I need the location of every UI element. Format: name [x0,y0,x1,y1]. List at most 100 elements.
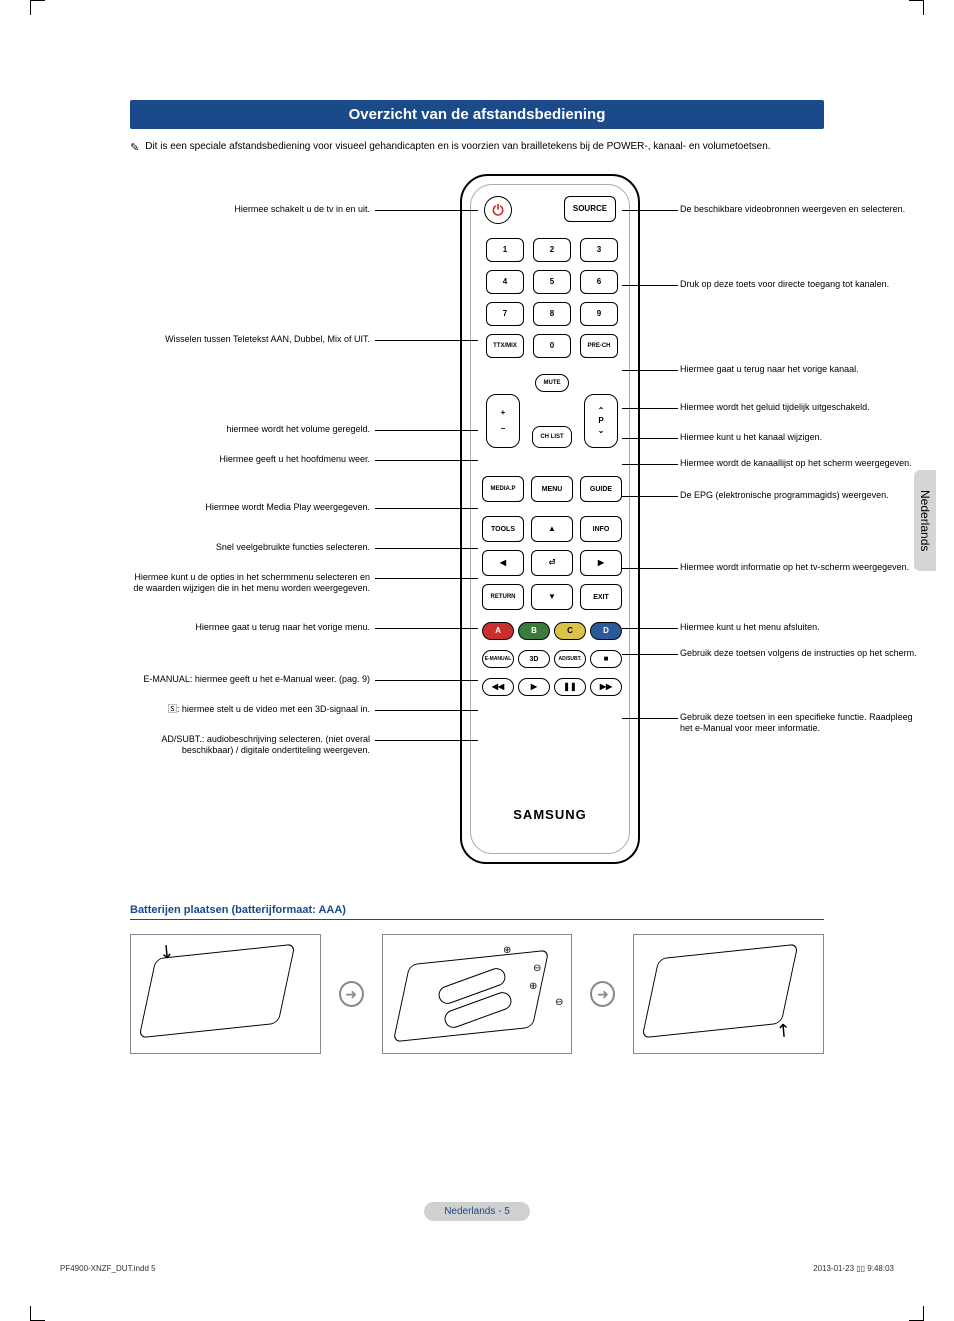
return-button[interactable]: RETURN [482,584,524,610]
print-timestamp: 2013-01-23 ▯▯ 9:48:03 [813,1264,894,1273]
num-4[interactable]: 4 [486,270,524,294]
tools-button[interactable]: TOOLS [482,516,524,542]
leader-line [375,460,478,461]
emanual-button[interactable]: E-MANUAL [482,650,514,668]
num-8[interactable]: 8 [533,302,571,326]
leader-line [375,340,478,341]
callout-left: AD/SUBT.: audiobeschrijving selecteren. … [130,734,370,757]
intro-note: ✎ Dit is een speciale afstandsbediening … [130,141,824,154]
info-button[interactable]: INFO [580,516,622,542]
remote-diagram: Hiermee schakelt u de tv in en uit. Wisse… [130,174,824,874]
callout-left: hiermee wordt het volume geregeld. [130,424,370,435]
mute-button[interactable]: MUTE [535,374,569,392]
ffwd-button[interactable]: ▶▶ [590,678,622,696]
rewind-button[interactable]: ◀◀ [482,678,514,696]
battery-step-2: ⊕ ⊖ ⊕ ⊖ [382,934,573,1054]
section-title: Overzicht van de afstandsbediening [130,100,824,129]
page-footer: Nederlands - 5 [0,1202,954,1221]
vol-down-icon: − [501,425,506,433]
language-side-tab: Nederlands [914,470,936,571]
leader-line [375,548,478,549]
source-button[interactable]: SOURCE [564,196,616,222]
vol-up-icon: + [501,409,506,417]
color-b-button[interactable]: B [518,622,550,640]
num-3[interactable]: 3 [580,238,618,262]
battery-title: Batterijen plaatsen (batterijformaat: AA… [130,904,824,920]
nav-right[interactable]: ▶ [580,550,622,576]
stop-button[interactable]: ■ [590,650,622,668]
color-d-button[interactable]: D [590,622,622,640]
power-button[interactable]: ⏻ [484,196,512,224]
leader-line [375,628,478,629]
minus-icon: ⊖ [533,963,541,974]
step-arrow-icon: ➜ [590,981,615,1007]
num-7[interactable]: 7 [486,302,524,326]
color-c-button[interactable]: C [554,622,586,640]
guide-button[interactable]: GUIDE [580,476,622,502]
num-0[interactable]: 0 [533,334,571,358]
brand-logo: SAMSUNG [462,807,638,822]
num-2[interactable]: 2 [533,238,571,262]
menu-button[interactable]: MENU [531,476,573,502]
leader-line [622,210,678,211]
callout-left: Hiermee kunt u de opties in het schermme… [130,572,370,595]
leader-line [375,680,478,681]
page-number-chip: Nederlands - 5 [424,1202,530,1221]
num-1[interactable]: 1 [486,238,524,262]
step-arrow-icon: ➜ [339,981,364,1007]
ch-down-icon: ⌄ [598,427,605,435]
pause-button[interactable]: ❚❚ [554,678,586,696]
nav-enter[interactable]: ⏎ [531,550,573,576]
plus-icon: ⊕ [503,945,511,956]
callout-left: Hiermee gaat u terug naar het vorige men… [130,622,370,633]
leader-line [622,370,678,371]
leader-line [622,285,678,286]
adsubt-button[interactable]: AD/SUBT. [554,650,586,668]
callout-right: De EPG (elektronische programmagids) wee… [680,490,920,501]
leader-line [622,408,678,409]
callout-right: Gebruik deze toetsen in een specifieke f… [680,712,920,735]
leader-line [375,740,478,741]
note-icon: ✎ [130,141,139,154]
indd-filename: PF4900-XNZF_DUT.indd 5 [60,1264,156,1273]
mediap-button[interactable]: MEDIA.P [482,476,524,502]
callout-left: Hiermee schakelt u de tv in en uit. [130,204,370,215]
leader-line [375,710,478,711]
callout-right: Hiermee wordt de kanaallijst op het sche… [680,458,920,469]
ttxmix-button[interactable]: TTX/MIX [486,334,524,358]
callout-left: Wisselen tussen Teletekst AAN, Dubbel, M… [130,334,370,345]
chlist-button[interactable]: CH LIST [532,426,572,448]
callout-right: Hiermee kunt u het menu afsluiten. [680,622,920,633]
num-6[interactable]: 6 [580,270,618,294]
leader-line [622,496,678,497]
callout-left: 🅂: hiermee stelt u de video met een 3D-s… [130,704,370,715]
prech-button[interactable]: PRE-CH [580,334,618,358]
ch-p-label: P [598,417,603,425]
ch-up-icon: ⌃ [598,407,605,415]
num-9[interactable]: 9 [580,302,618,326]
callout-left: Snel veelgebruikte functies selecteren. [130,542,370,553]
color-a-button[interactable]: A [482,622,514,640]
leader-line [375,578,478,579]
nav-up[interactable]: ▲ [531,516,573,542]
leader-line [622,628,678,629]
leader-line [375,508,478,509]
leader-line [622,438,678,439]
exit-button[interactable]: EXIT [580,584,622,610]
plus-icon: ⊕ [529,981,537,992]
callout-right: Hiermee wordt informatie op het tv-scher… [680,562,920,573]
remote-outline: ⏻ SOURCE 1 2 3 4 5 6 7 8 9 TTX/MIX 0 PRE… [460,174,640,864]
nav-left[interactable]: ◀ [482,550,524,576]
battery-section: Batterijen plaatsen (batterijformaat: AA… [130,904,824,1054]
channel-rocker[interactable]: ⌃ P ⌄ [584,394,618,448]
3d-button[interactable]: 3D [518,650,550,668]
num-5[interactable]: 5 [533,270,571,294]
volume-rocker[interactable]: + − [486,394,520,448]
callout-right: De beschikbare videobronnen weergeven en… [680,204,920,215]
leader-line [375,210,478,211]
callout-right: Hiermee kunt u het kanaal wijzigen. [680,432,920,443]
battery-step-1: ↘ [130,934,321,1054]
play-button[interactable]: ▶ [518,678,550,696]
callout-left: Hiermee geeft u het hoofdmenu weer. [130,454,370,465]
nav-down[interactable]: ▼ [531,584,573,610]
